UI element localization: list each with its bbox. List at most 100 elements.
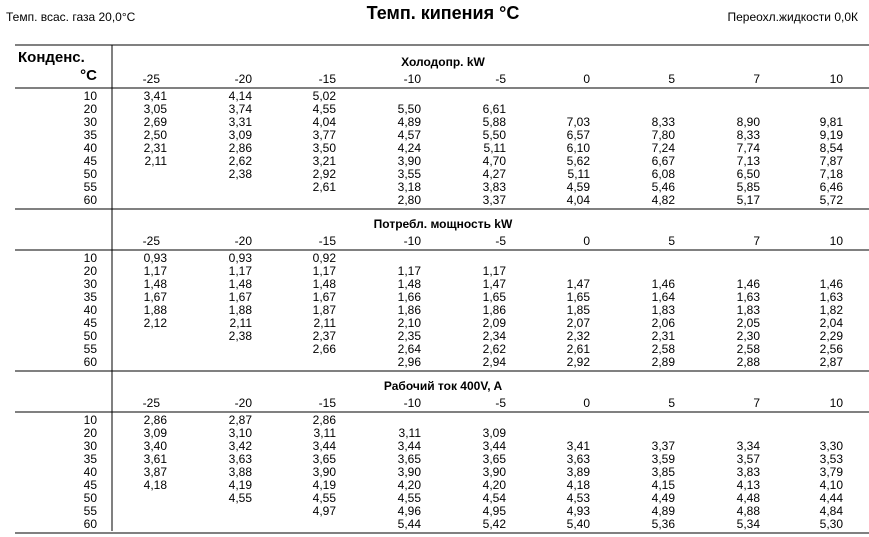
cell: 7,87 — [820, 154, 844, 168]
cell: 4,59 — [567, 180, 591, 194]
cell: 1,87 — [313, 303, 337, 317]
cell: 1,48 — [398, 277, 422, 291]
cell: 4,95 — [483, 504, 507, 518]
column-header: -15 — [319, 72, 337, 86]
cell: 4,53 — [567, 491, 591, 505]
section-title: Потребл. мощность kW — [374, 217, 513, 231]
cell: 3,63 — [567, 452, 591, 466]
cell: 1,17 — [229, 264, 253, 278]
column-header: 7 — [753, 396, 760, 410]
cell: 3,90 — [398, 154, 422, 168]
cell: 2,94 — [483, 355, 507, 369]
cell: 4,04 — [567, 193, 591, 207]
cell: 3,88 — [229, 465, 253, 479]
cell: 2,96 — [398, 355, 422, 369]
cell: 1,85 — [567, 303, 591, 317]
cell: 7,24 — [652, 141, 676, 155]
cell: 2,61 — [567, 342, 591, 356]
row-label: 55 — [84, 342, 98, 356]
cell: 2,62 — [229, 154, 253, 168]
row-label: 40 — [84, 141, 98, 155]
cell: 2,31 — [144, 141, 168, 155]
cell: 9,19 — [820, 128, 844, 142]
cell: 3,65 — [398, 452, 422, 466]
cell: 5,62 — [567, 154, 591, 168]
cell: 4,49 — [652, 491, 676, 505]
cell: 5,50 — [483, 128, 507, 142]
corner-label: °С — [80, 67, 97, 84]
cell: 3,18 — [398, 180, 422, 194]
cell: 3,61 — [144, 452, 168, 466]
cell: 5,34 — [737, 517, 761, 531]
cell: 4,93 — [567, 504, 591, 518]
cell: 3,09 — [144, 426, 168, 440]
cell: 4,24 — [398, 141, 422, 155]
cell: 4,54 — [483, 491, 507, 505]
cell: 2,35 — [398, 329, 422, 343]
row-label: 30 — [84, 439, 98, 453]
cell: 6,57 — [567, 128, 591, 142]
cell: 1,48 — [229, 277, 253, 291]
cell: 2,11 — [230, 316, 253, 330]
column-header: -10 — [404, 234, 422, 248]
cell: 0,93 — [144, 251, 168, 265]
row-label: 10 — [84, 413, 98, 427]
row-label: 40 — [84, 303, 98, 317]
cell: 2,34 — [483, 329, 507, 343]
cell: 4,89 — [652, 504, 676, 518]
cell: 2,50 — [144, 128, 168, 142]
cell: 1,83 — [737, 303, 761, 317]
cell: 3,34 — [737, 439, 761, 453]
cell: 4,13 — [737, 478, 761, 492]
cell: 5,02 — [313, 89, 337, 103]
column-header: 0 — [583, 72, 590, 86]
cell: 1,86 — [398, 303, 422, 317]
cell: 4,20 — [483, 478, 507, 492]
column-header: -25 — [143, 72, 161, 86]
cell: 4,18 — [567, 478, 591, 492]
cell: 4,44 — [820, 491, 844, 505]
cell: 5,36 — [652, 517, 676, 531]
cell: 3,89 — [567, 465, 591, 479]
cell: 1,88 — [229, 303, 253, 317]
cell: 1,88 — [144, 303, 168, 317]
cell: 3,41 — [567, 439, 591, 453]
cell: 7,74 — [737, 141, 761, 155]
row-label: 30 — [84, 115, 98, 129]
cell: 5,11 — [568, 167, 591, 181]
row-label: 10 — [84, 251, 98, 265]
cell: 4,70 — [483, 154, 507, 168]
cell: 2,38 — [229, 329, 253, 343]
cell: 5,85 — [737, 180, 761, 194]
column-header: 0 — [583, 396, 590, 410]
row-label: 10 — [84, 89, 98, 103]
cell: 2,32 — [567, 329, 591, 343]
cell: 4,04 — [313, 115, 337, 129]
row-label: 45 — [84, 478, 98, 492]
header-left: Темп. всас. газа 20,0°С — [6, 10, 136, 24]
cell: 3,90 — [398, 465, 422, 479]
cell: 7,18 — [820, 167, 844, 181]
cell: 1,66 — [398, 290, 422, 304]
row-label: 60 — [84, 193, 98, 207]
cell: 3,87 — [144, 465, 168, 479]
cell: 8,90 — [737, 115, 761, 129]
cell: 4,14 — [229, 89, 253, 103]
cell: 2,11 — [145, 154, 168, 168]
cell: 4,55 — [398, 491, 422, 505]
cell: 5,46 — [652, 180, 676, 194]
cell: 4,96 — [398, 504, 422, 518]
cell: 0,92 — [313, 251, 337, 265]
cell: 4,19 — [229, 478, 253, 492]
cell: 2,62 — [483, 342, 507, 356]
cell: 4,84 — [820, 504, 844, 518]
cell: 4,27 — [483, 167, 507, 181]
cell: 8,33 — [652, 115, 676, 129]
row-label: 35 — [84, 452, 98, 466]
cell: 2,05 — [737, 316, 761, 330]
cell: 3,31 — [229, 115, 253, 129]
cell: 5,17 — [737, 193, 761, 207]
cell: 4,15 — [652, 478, 676, 492]
column-header: 10 — [830, 72, 844, 86]
